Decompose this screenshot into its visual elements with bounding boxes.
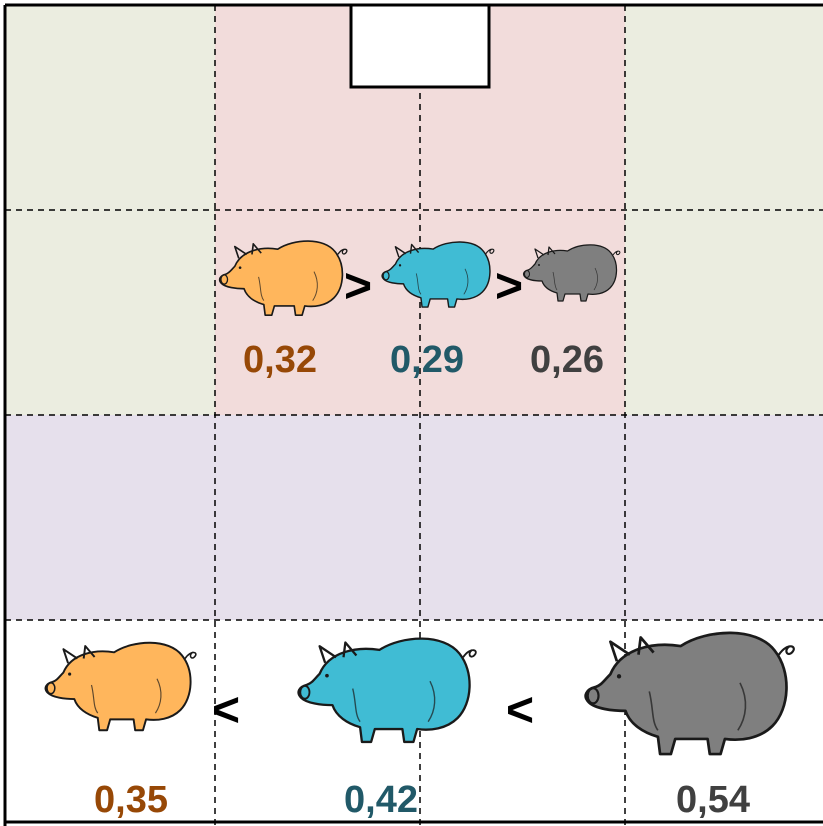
greater-than-symbol: > <box>344 260 372 313</box>
top-value-gray: 0,26 <box>530 339 604 381</box>
goal-box <box>349 3 491 89</box>
bottom-value-blue: 0,42 <box>344 779 418 821</box>
greater-than-symbol: > <box>495 260 523 313</box>
dashed-grid <box>5 5 823 826</box>
top-value-orange: 0,32 <box>243 339 317 381</box>
bottom-value-gray: 0,54 <box>676 779 750 821</box>
middle-band <box>5 415 823 620</box>
less-than-symbol: < <box>212 684 240 737</box>
bottom-value-orange: 0,35 <box>94 779 168 821</box>
top-value-blue: 0,29 <box>390 339 464 381</box>
less-than-symbol: < <box>506 684 534 737</box>
